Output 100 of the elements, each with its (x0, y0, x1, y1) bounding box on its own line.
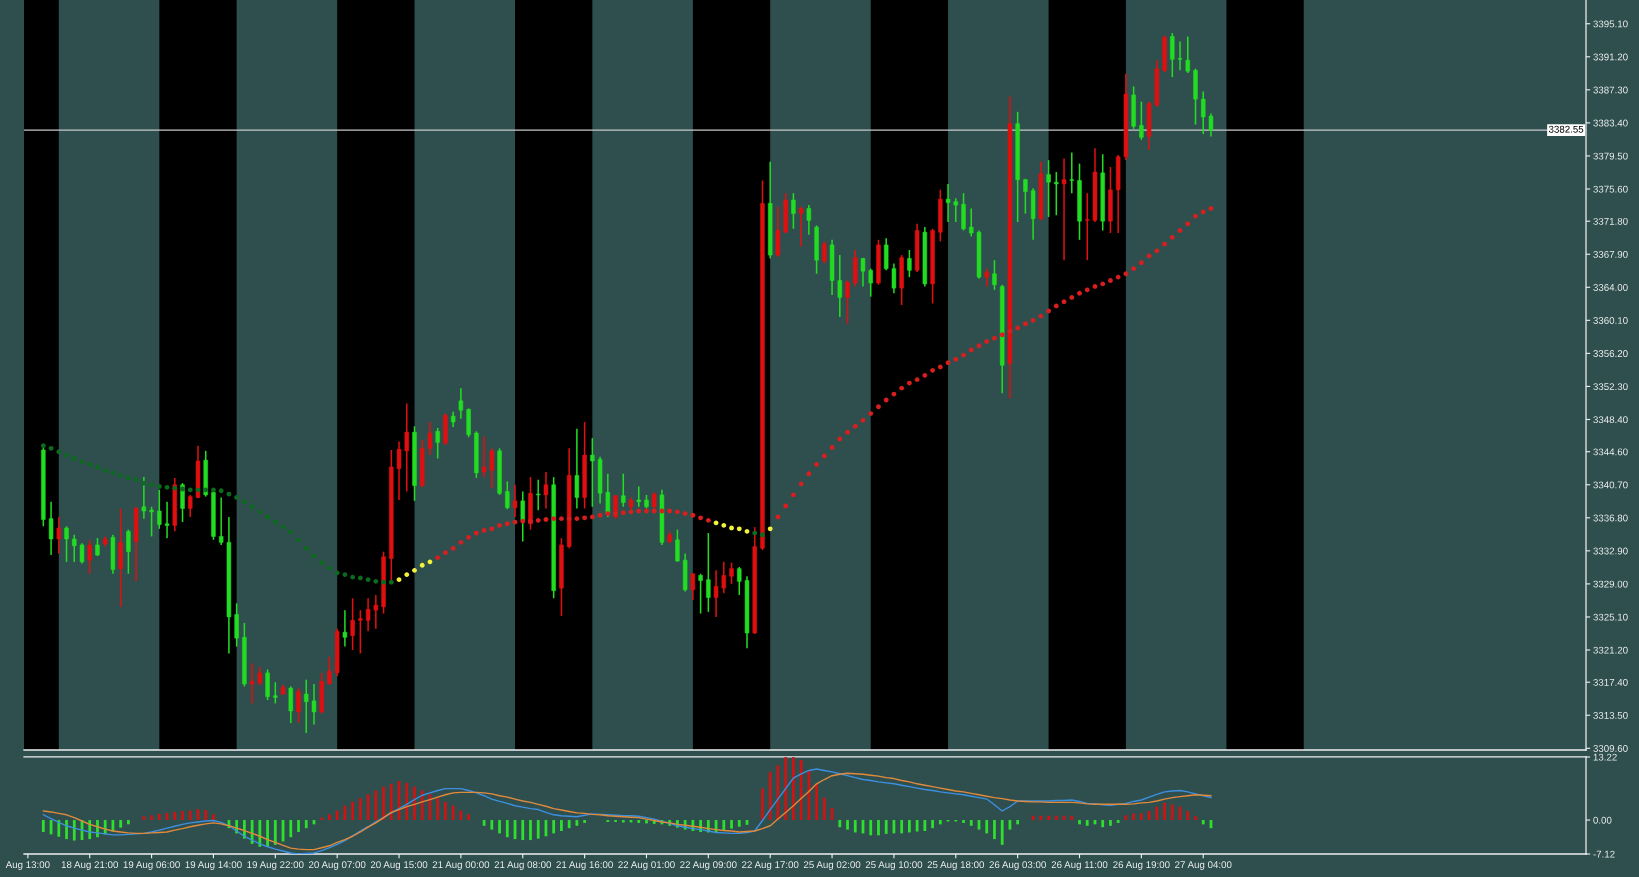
candlestick (636, 485, 641, 508)
x-tick-label: 20 Aug 07:00 (309, 861, 366, 871)
candlestick (1046, 159, 1051, 218)
bar (1132, 813, 1136, 821)
candlestick (319, 672, 324, 715)
candlestick (273, 681, 278, 705)
candlestick (1208, 112, 1214, 138)
bar (57, 820, 61, 837)
y-tick-label: 3317.40 (1593, 678, 1628, 686)
candlestick (1085, 192, 1090, 261)
candlestick (1193, 67, 1198, 126)
bar (289, 820, 293, 838)
candlestick (466, 407, 471, 439)
candlestick (396, 440, 402, 501)
candlestick (1139, 100, 1144, 141)
candlestick (327, 656, 332, 686)
candlestick (891, 262, 897, 294)
candlestick (249, 662, 255, 705)
bar (815, 783, 818, 821)
y-tick-label: 3344.60 (1593, 448, 1628, 456)
y-tick-label: 3313.50 (1593, 711, 1628, 719)
candlestick (211, 489, 216, 541)
candlestick (783, 192, 788, 234)
bar (328, 814, 331, 821)
y-tick-label: 0.00 (1593, 816, 1612, 824)
candlestick (706, 532, 711, 613)
candlestick (110, 533, 116, 575)
bar (560, 820, 563, 832)
y-tick-label: 3367.90 (1593, 250, 1628, 258)
bar (915, 820, 919, 832)
bar (985, 820, 989, 834)
y-tick-label: 3321.20 (1593, 646, 1628, 654)
candlestick (999, 283, 1005, 394)
bar (1054, 815, 1058, 821)
candlestick (443, 412, 448, 446)
y-tick-label: 3356.20 (1593, 350, 1628, 358)
bar (1194, 816, 1197, 821)
candlestick (1054, 171, 1059, 217)
bar (444, 801, 447, 821)
candlestick (566, 447, 572, 550)
y-tick-label: 3336.80 (1593, 514, 1628, 522)
candlestick (1015, 111, 1020, 223)
candlestick (729, 561, 734, 585)
y-tick-label: 3348.40 (1593, 416, 1628, 424)
bar (212, 814, 215, 821)
candlestick (945, 183, 951, 223)
candlestick (242, 622, 247, 688)
bar (1139, 813, 1143, 821)
candlestick (505, 480, 510, 511)
candlestick (744, 575, 750, 650)
x-tick-label: 22 Aug 01:00 (618, 861, 675, 871)
bar (552, 820, 556, 834)
bar (784, 757, 788, 821)
candlestick (760, 179, 765, 551)
bar (374, 790, 378, 821)
bar (1047, 815, 1050, 821)
candlestick (1170, 32, 1175, 78)
bar (792, 757, 795, 821)
bar (1078, 820, 1081, 825)
y-tick-label: 3391.20 (1593, 53, 1628, 61)
candlestick (822, 240, 827, 265)
bar (413, 786, 416, 821)
candlestick (976, 229, 982, 280)
candlestick (775, 206, 781, 258)
bar (761, 788, 764, 821)
candlestick (559, 537, 564, 617)
candlestick (621, 472, 626, 508)
candlestick (737, 566, 742, 596)
bar (575, 820, 579, 826)
candlestick (412, 425, 417, 502)
candlestick (1007, 95, 1013, 400)
bar (645, 820, 648, 824)
candlestick (280, 683, 286, 696)
bar (273, 820, 277, 845)
x-tick-label: 19 Aug 06:00 (123, 861, 180, 871)
bar (583, 820, 587, 823)
bar (467, 814, 471, 821)
bar (266, 820, 269, 847)
bar (382, 786, 385, 821)
candlestick (675, 528, 680, 563)
candlestick (1100, 153, 1105, 232)
bar (853, 820, 857, 833)
bar (188, 810, 192, 821)
candlestick (350, 597, 355, 651)
bar (1163, 802, 1166, 821)
bar (157, 813, 161, 821)
bar (923, 820, 927, 832)
candlestick (1061, 157, 1067, 261)
y-tick-label: 3332.90 (1593, 547, 1628, 555)
bar (529, 820, 532, 841)
bar (737, 820, 741, 827)
bar (722, 820, 726, 831)
bar (150, 815, 153, 821)
candlestick (1131, 85, 1136, 130)
candlestick (860, 256, 866, 288)
bar (389, 783, 393, 821)
candlestick (358, 609, 363, 655)
bar (908, 820, 911, 833)
candlestick (791, 192, 796, 230)
candlestick (389, 449, 394, 584)
